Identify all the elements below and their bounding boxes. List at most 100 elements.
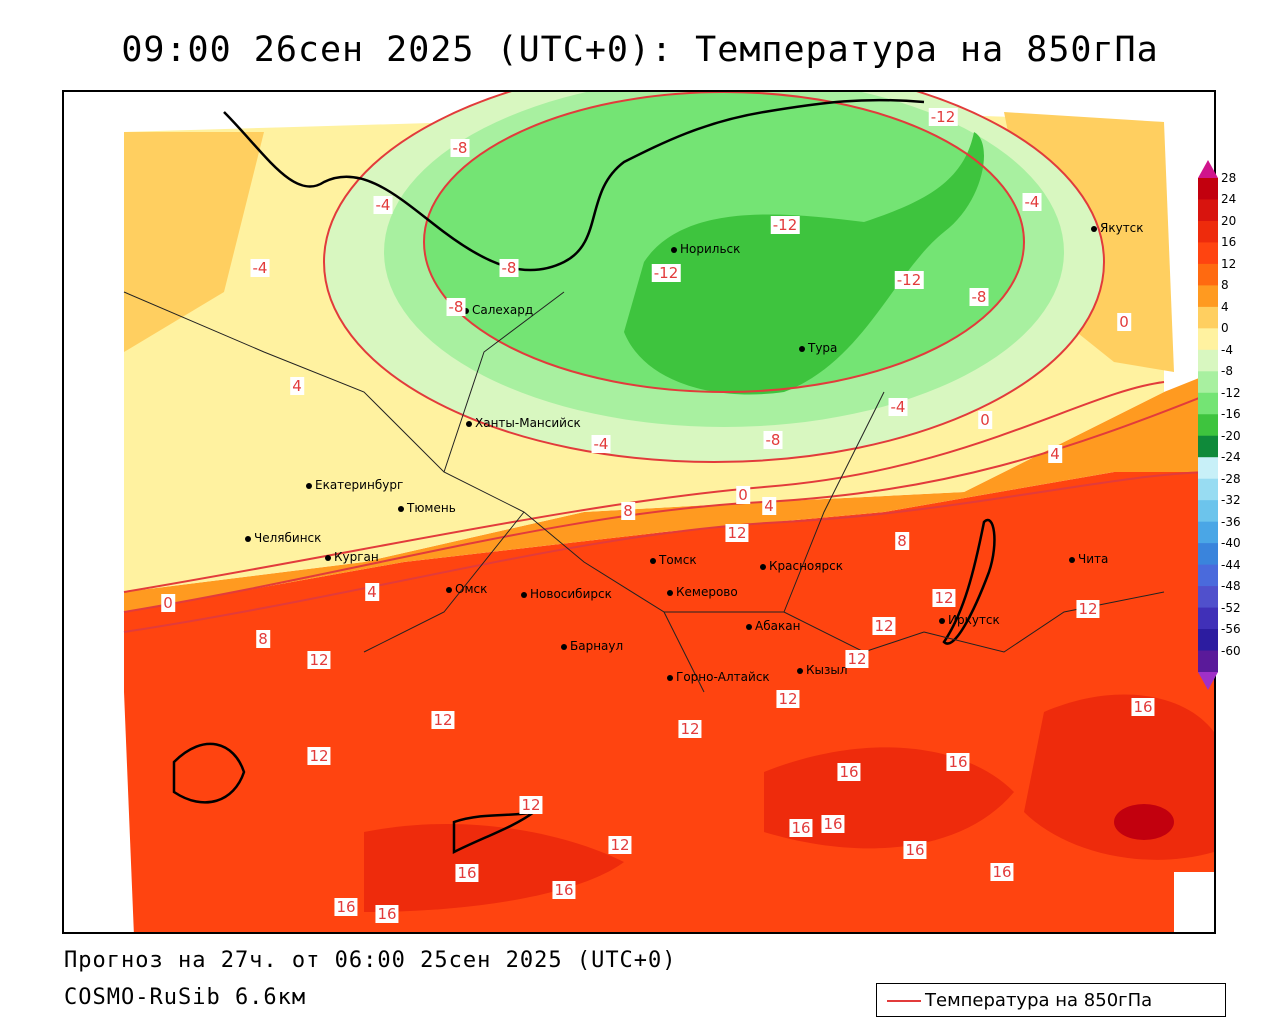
contour-label: 16 [946,753,970,771]
contour-label: 0 [978,411,992,429]
colorbar-swatch [1198,285,1218,308]
city-label: Чита [1068,552,1109,566]
colorbar-bottom-arrow [1198,672,1218,690]
contour-label: 12 [519,796,543,814]
contour-label: -8 [969,288,989,306]
colorbar-tick-label: -16 [1221,407,1241,422]
domain-edge-se [1174,872,1214,932]
contour-label: 16 [334,898,358,916]
city-label: Кемерово [667,585,738,599]
city-label: Екатеринбург [305,478,404,492]
colorbar-swatch [1198,586,1218,609]
temperature-map [62,90,1216,934]
contour-label: 4 [1048,445,1062,463]
colorbar-swatch [1198,371,1218,394]
colorbar-swatch [1198,306,1218,329]
lake-caspian-aral [172,742,246,804]
colorbar-tick-label: 16 [1221,235,1237,250]
contour-label: 16 [821,815,845,833]
contour-label: 12 [1076,600,1100,618]
colorbar-swatch [1198,349,1218,372]
city-label: Барнаул [560,639,624,653]
city-label: Курган [325,550,379,564]
contour-label: 0 [161,594,175,612]
city-label: Тюмень [398,501,456,515]
contour-label: 0 [1117,313,1131,331]
colorbar-tick-label: 20 [1221,213,1237,228]
region-borders [123,291,1165,693]
colorbar-tick-label: -12 [1221,385,1241,400]
contour-label: 12 [932,589,956,607]
contour-label: -8 [446,298,466,316]
contour-label: 12 [608,836,632,854]
contour-label: -12 [894,271,924,289]
city-label: Норильск [670,242,741,256]
contour-label: 16 [1131,698,1155,716]
contour-label: 8 [621,502,635,520]
colorbar-swatch [1198,457,1218,480]
colorbar-swatch [1198,414,1218,437]
contour-label: 0 [736,486,750,504]
contour-label: 12 [307,747,331,765]
contour-label: 4 [290,377,304,395]
contour-label: 12 [725,524,749,542]
contour-label: 8 [895,532,909,550]
legend-box: Температура на 850гПа [876,983,1226,1017]
city-label: Абакан [745,619,801,633]
contour-label: 12 [776,690,800,708]
contour-label: 12 [872,617,896,635]
colorbar-tick-label: 28 [1221,171,1237,185]
colorbar-swatch [1198,521,1218,544]
colorbar-tick-label: -8 [1221,364,1233,379]
colorbar-swatch [1198,178,1218,200]
colorbar-swatch [1198,199,1218,222]
colorbar-tick-label: -28 [1221,471,1241,486]
contour-label: -4 [373,196,393,214]
contour-label: -12 [651,264,681,282]
lake-baikal [942,518,996,645]
contour-label: 8 [256,630,270,648]
forecast-info: Прогноз на 27ч. от 06:00 25сен 2025 (UTC… [64,948,677,973]
colorbar-tick-label: -56 [1221,622,1241,637]
contour-label: 12 [307,651,331,669]
contour-label: -8 [763,431,783,449]
contour-line-cold [323,92,1105,463]
colorbar-swatch [1198,650,1218,673]
contour-label: 4 [365,583,379,601]
contour-label: -4 [888,398,908,416]
city-label: Иркутск [939,613,1000,627]
colorbar-tick-label: -4 [1221,342,1233,357]
model-name: COSMO-RuSib 6.6км [64,985,307,1010]
contour-line-8 [123,471,1214,633]
contour-label: 16 [552,881,576,899]
contour-label: 16 [789,819,813,837]
colorbar-tick-label: -36 [1221,514,1241,529]
city-label: Тура [798,341,838,355]
contour-label: -4 [1022,193,1042,211]
domain-edge-sw [124,692,134,932]
colorbar-swatch [1198,500,1218,523]
city-label: Новосибирск [521,587,612,601]
colorbar-tick-label: -52 [1221,600,1241,615]
band-20 [1114,804,1174,840]
contour-label: 4 [762,497,776,515]
colorbar-tick-label: 12 [1221,256,1237,271]
city-label: Ханты-Мансийск [466,416,581,430]
colorbar-tick-label: -20 [1221,428,1241,443]
map-title: 09:00 26сен 2025 (UTC+0): Температура на… [121,30,1159,70]
contour-line-cold-2 [423,92,1025,393]
domain-edge-nw [64,92,124,932]
contour-label: 16 [837,763,861,781]
colorbar-tick-label: 24 [1221,192,1237,207]
colorbar-swatch [1198,478,1218,501]
colorbar-swatch [1198,242,1218,265]
colorbar-swatch [1198,392,1218,415]
colorbar-tick-label: -44 [1221,557,1241,572]
colorbar-tick-label: -60 [1221,643,1241,658]
contour-label: 12 [678,720,702,738]
contour-label: 16 [375,905,399,923]
city-label: Кызыл [797,663,848,677]
band-8 [124,372,1214,612]
legend-line-swatch [887,1000,921,1002]
colorbar-top-arrow [1198,160,1218,178]
